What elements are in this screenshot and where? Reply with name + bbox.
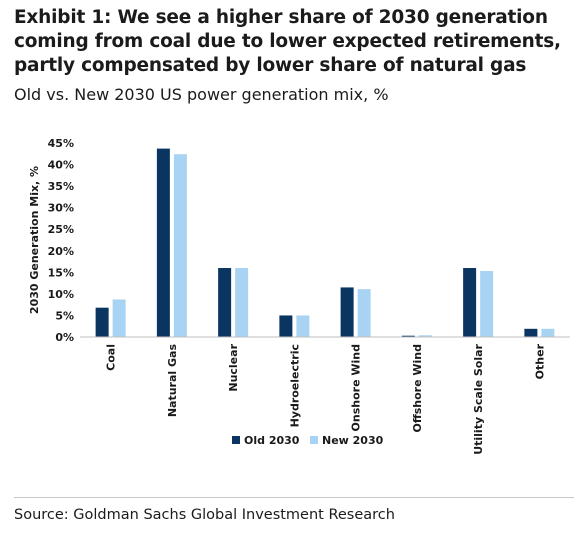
bars: [95, 148, 555, 337]
y-tick-label: 35%: [48, 180, 74, 193]
y-tick-label: 45%: [48, 137, 74, 150]
y-tick-label: 10%: [48, 288, 74, 301]
y-axis-label: 2030 Generation Mix, %: [28, 166, 41, 314]
bar-old-coal: [95, 307, 109, 337]
bar-new-offshore-wind: [418, 335, 432, 337]
y-axis-ticks: 0% 5% 10% 15% 20% 25% 30% 35% 40% 45%: [48, 137, 74, 344]
y-tick-label: 20%: [48, 245, 74, 258]
legend-label-old: Old 2030: [244, 434, 300, 447]
bar-new-other: [541, 328, 555, 337]
legend: Old 2030 New 2030: [232, 434, 384, 447]
bar-chart: 2030 Generation Mix, % 0% 5% 10% 15% 20% 25% 3…: [28, 137, 570, 455]
legend-label-new: New 2030: [322, 434, 384, 447]
chart-subtitle: Old vs. New 2030 US power generation mix…: [14, 85, 389, 104]
bar-old-nuclear: [218, 268, 232, 337]
x-tick-label: Nuclear: [227, 343, 240, 391]
bar-new-onshore-wind: [357, 289, 371, 337]
y-tick-label: 0%: [55, 331, 74, 344]
x-tick-label: Utility Scale Solar: [472, 343, 485, 454]
legend-swatch-new: [310, 436, 318, 444]
bar-new-hydroelectric: [296, 315, 310, 337]
bar-new-natural-gas: [173, 154, 187, 337]
x-axis-labels: Coal Natural Gas Nuclear Hydroelectric Onsho…: [105, 343, 547, 454]
y-tick-label: 25%: [48, 223, 74, 236]
y-tick-label: 15%: [48, 266, 74, 279]
bar-old-natural-gas: [156, 148, 170, 337]
bar-new-utility-scale-solar: [480, 271, 494, 337]
bar-old-onshore-wind: [340, 287, 354, 337]
chart-title: Exhibit 1: We see a higher share of 2030…: [14, 7, 561, 76]
y-tick-label: 5%: [55, 309, 74, 322]
y-tick-label: 30%: [48, 202, 74, 215]
bar-old-hydroelectric: [279, 315, 293, 337]
x-tick-label: Offshore Wind: [411, 344, 424, 433]
x-tick-label: Natural Gas: [166, 344, 179, 418]
bar-new-coal: [112, 299, 126, 337]
x-tick-label: Onshore Wind: [350, 344, 363, 431]
divider: [14, 497, 574, 498]
x-tick-label: Hydroelectric: [288, 344, 301, 427]
bar-old-offshore-wind: [401, 335, 415, 337]
bar-old-other: [524, 328, 538, 337]
y-tick-label: 40%: [48, 159, 74, 172]
source-note: Source: Goldman Sachs Global Investment …: [14, 507, 395, 523]
x-tick-label: Other: [533, 343, 546, 379]
legend-swatch-old: [232, 436, 240, 444]
bar-new-nuclear: [235, 268, 249, 337]
x-tick-label: Coal: [105, 344, 118, 371]
bar-old-utility-scale-solar: [463, 268, 477, 337]
